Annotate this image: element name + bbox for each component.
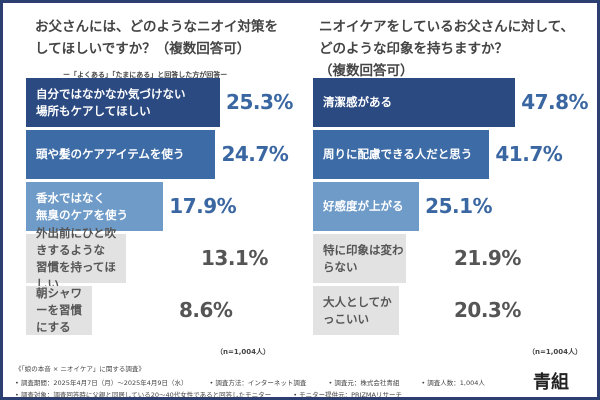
bar-label: 大人としてかっこいい [323,294,392,326]
bar: 好感度が上がる [313,182,420,231]
bar-label: 清潔感がある [323,95,392,109]
bar: 周りに配慮できる人だと思う [313,130,490,179]
survey-title: 《「娘の本音 × ニオイケア」に関する調査》 [15,365,145,373]
bar: 清潔感がある [313,78,516,127]
bar-label: 朝シャワーを習慣にする [36,286,82,334]
value-label: 47.8% [521,90,589,114]
bar-label: 好感度が上がる [323,199,404,213]
survey-source: • 調査元：株式会社青組 [328,379,400,387]
value-label: 25.3% [226,90,293,114]
bar-label: 外出前にひと吹きするような 習慣を持ってほしい [36,225,117,291]
value-label: 17.9% [169,194,237,218]
right-sample-size: （n=1,004人） [528,348,582,356]
survey-count: • 調査人数：1,004人 [421,379,485,387]
bar: 大人としてかっこいい [313,286,399,335]
left-chart-title: お父さんには、どのようなニオイ対策を してほしいですか？（複数回答可） [35,19,278,57]
footer-line-1: • 調査期間：2025年4月7日（月）〜2025年4月9日（水） • 調査方法：イ… [15,377,485,387]
bar-label: 香水ではなく 無臭のケアを使う [36,190,128,222]
bar: 朝シャワーを習慣にする [26,286,92,335]
value-label: 8.6% [179,298,233,322]
survey-method: • 調査方法：インターネット調査 [209,379,307,387]
bar-label: 周りに配慮できる人だと思う [323,147,473,161]
value-label: 21.9% [454,246,521,270]
bar: 香水ではなく 無臭のケアを使う [26,182,164,231]
survey-target: • 調査対象：調査回答時に父親と同居している20〜40代女性であると回答したモニ… [15,391,272,399]
survey-period: • 調査期間：2025年4月7日（月）〜2025年4月9日（水） [15,379,188,387]
value-label: 24.7% [221,142,289,166]
right-chart-title: ニオイケアをしているお父さんに対して、 どのような印象を持ちますか？ （複数回答… [319,19,575,79]
bar: 自分ではなかなか気づけない 場所もケアしてほしい [26,78,221,127]
infographic: お父さんには、どのようなニオイ対策を してほしいですか？（複数回答可） ー「よく… [3,3,597,399]
bar-label: 特に印象は変わらない [323,242,404,274]
left-sample-size: （n=1,004人） [216,348,270,356]
value-label: 13.1% [201,246,268,270]
bar-label: 頭や髪のケアアイテムを使う [36,147,185,161]
bar: 頭や髪のケアアイテムを使う [26,130,216,179]
bar: 外出前にひと吹きするような 習慣を持ってほしい [26,226,127,291]
value-label: 20.3% [454,298,521,322]
aogumi-logo: 青組 [533,372,569,393]
bar-label: 自分ではなかなか気づけない 場所もケアしてほしい [36,86,186,118]
value-label: 25.1% [425,194,493,218]
monitor-provider: • モニター提供元：PRIZMAリサーチ [293,391,402,399]
left-chart-subtitle: ー「よくある」「たまにある」と回答した方が回答ー [63,71,228,79]
footer-line-2: • 調査対象：調査回答時に父親と同居している20〜40代女性であると回答したモニ… [15,389,402,399]
bar: 特に印象は変わらない [313,234,406,283]
value-label: 41.7% [495,142,563,166]
